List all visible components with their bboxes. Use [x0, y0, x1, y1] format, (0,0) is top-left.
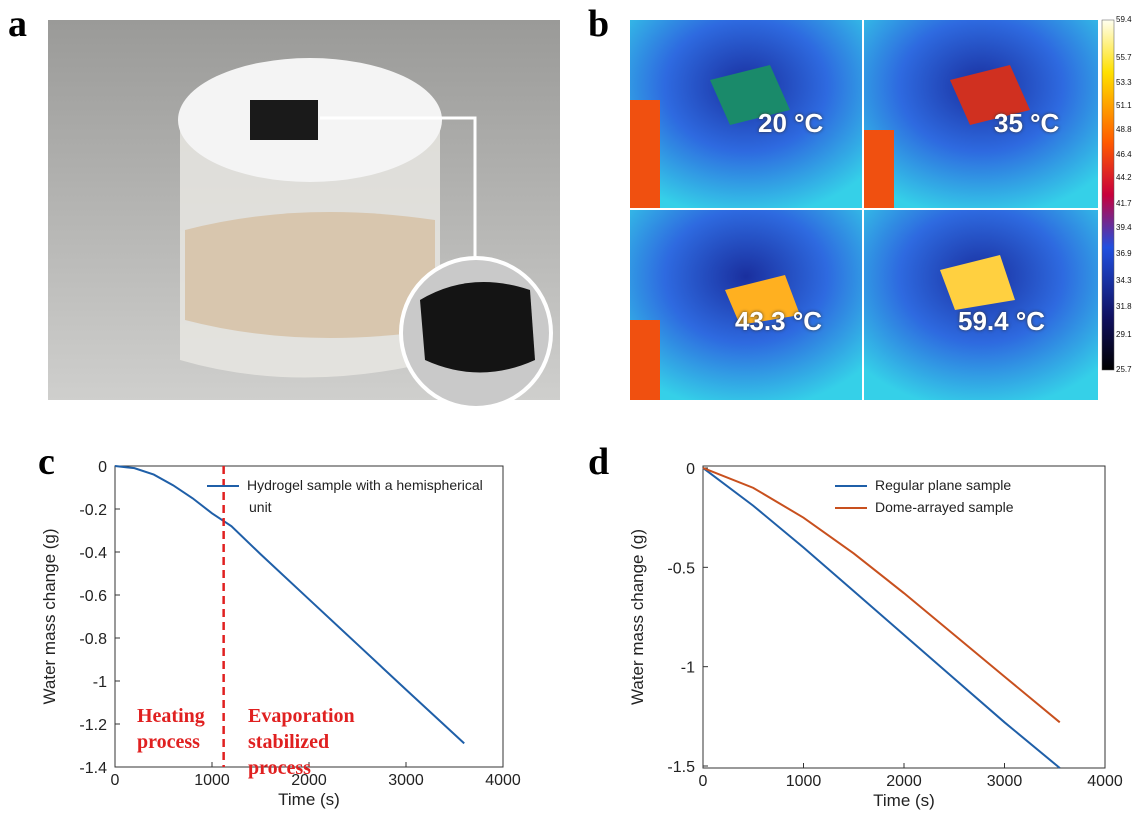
y-tick-label: -1.2 — [79, 717, 107, 734]
legend-label: Regular plane sample — [875, 477, 1011, 493]
colorbar-label: 44.2 — [1116, 173, 1132, 182]
sample — [250, 100, 318, 140]
legend-item: Hydrogel sample with a hemispherical uni… — [207, 474, 499, 518]
colorbar-label: 55.7 — [1116, 53, 1132, 62]
colorbar-label: 31.8 — [1116, 302, 1132, 311]
colorbar-label: 34.3 — [1116, 276, 1132, 285]
y-tick-label: -0.2 — [79, 502, 107, 519]
panel-label: d — [588, 440, 609, 484]
hot-spot — [630, 100, 660, 208]
x-axis-label: Time (s) — [278, 790, 340, 809]
panel-label: b — [588, 2, 609, 46]
y-tick-label: -0.4 — [79, 545, 107, 562]
legend-label: Hydrogel sample with a hemispherical uni… — [247, 477, 483, 515]
colorbar-label: 36.9 — [1116, 249, 1132, 258]
zoom-sample — [420, 282, 535, 373]
y-tick-label: -0.5 — [667, 560, 695, 577]
temperature-label: 35 °C — [994, 108, 1059, 139]
annotation: Evaporation stabilized process — [248, 703, 378, 781]
x-axis-label: Time (s) — [873, 791, 935, 810]
annotation: Heating process — [137, 703, 227, 755]
legend-swatch — [835, 485, 867, 487]
y-tick-label: -0.8 — [79, 631, 107, 648]
legend-swatch — [207, 485, 239, 487]
x-tick-label: 4000 — [485, 772, 521, 789]
temperature-label: 43.3 °C — [735, 306, 822, 337]
hot-spot — [864, 130, 894, 208]
thermal-images — [630, 20, 1114, 400]
x-tick-label: 1000 — [194, 772, 230, 789]
colorbar-label: 41.7 — [1116, 199, 1132, 208]
x-tick-label: 0 — [699, 773, 708, 790]
temperature-label: 59.4 °C — [958, 306, 1045, 337]
colorbar-label: 25.7 — [1116, 365, 1132, 374]
colorbar-label: 39.4 — [1116, 223, 1132, 232]
legend-swatch — [835, 507, 867, 509]
y-tick-label: -1 — [93, 674, 107, 691]
y-tick-label: -0.6 — [79, 588, 107, 605]
temperature-label: 20 °C — [758, 108, 823, 139]
hot-spot — [630, 320, 660, 400]
legend-item: Regular plane sample — [835, 474, 1075, 496]
panel-label: a — [8, 2, 27, 46]
canvas: 0 1000 2000 3000 4000 0 -0.2 -0.4 -0.6 -0.8 -1 -1.2… — [0, 0, 1140, 822]
x-tick-label: 3000 — [987, 773, 1023, 790]
x-tick-label: 2000 — [886, 773, 922, 790]
y-tick-label: -1.4 — [79, 760, 107, 777]
colorbar-label: 48.8 — [1116, 125, 1132, 134]
colorbar-label: 29.1 — [1116, 330, 1132, 339]
y-tick-label: 0 — [686, 461, 695, 478]
water — [185, 212, 435, 338]
x-tick-label: 1000 — [786, 773, 822, 790]
colorbar — [1102, 20, 1114, 370]
figure: 0 1000 2000 3000 4000 0 -0.2 -0.4 -0.6 -0.8 -1 -1.2… — [0, 0, 1140, 822]
y-axis-label: Water mass change (g) — [40, 528, 59, 704]
legend-label: Dome-arrayed sample — [875, 499, 1014, 515]
x-tick-label: 0 — [111, 772, 120, 789]
colorbar-label: 46.4 — [1116, 150, 1132, 159]
panel-label: c — [38, 440, 55, 484]
colorbar-label: 51.1 — [1116, 101, 1132, 110]
colorbar-label: 59.4 — [1116, 15, 1132, 24]
y-tick-label: 0 — [98, 459, 107, 476]
y-tick-label: -1.5 — [667, 759, 695, 776]
legend-item: Dome-arrayed sample — [835, 496, 1075, 518]
y-axis-label: Water mass change (g) — [628, 529, 647, 705]
x-tick-label: 4000 — [1087, 773, 1123, 790]
y-tick-label: -1 — [681, 660, 695, 677]
x-tick-label: 3000 — [388, 772, 424, 789]
colorbar-label: 53.3 — [1116, 78, 1132, 87]
